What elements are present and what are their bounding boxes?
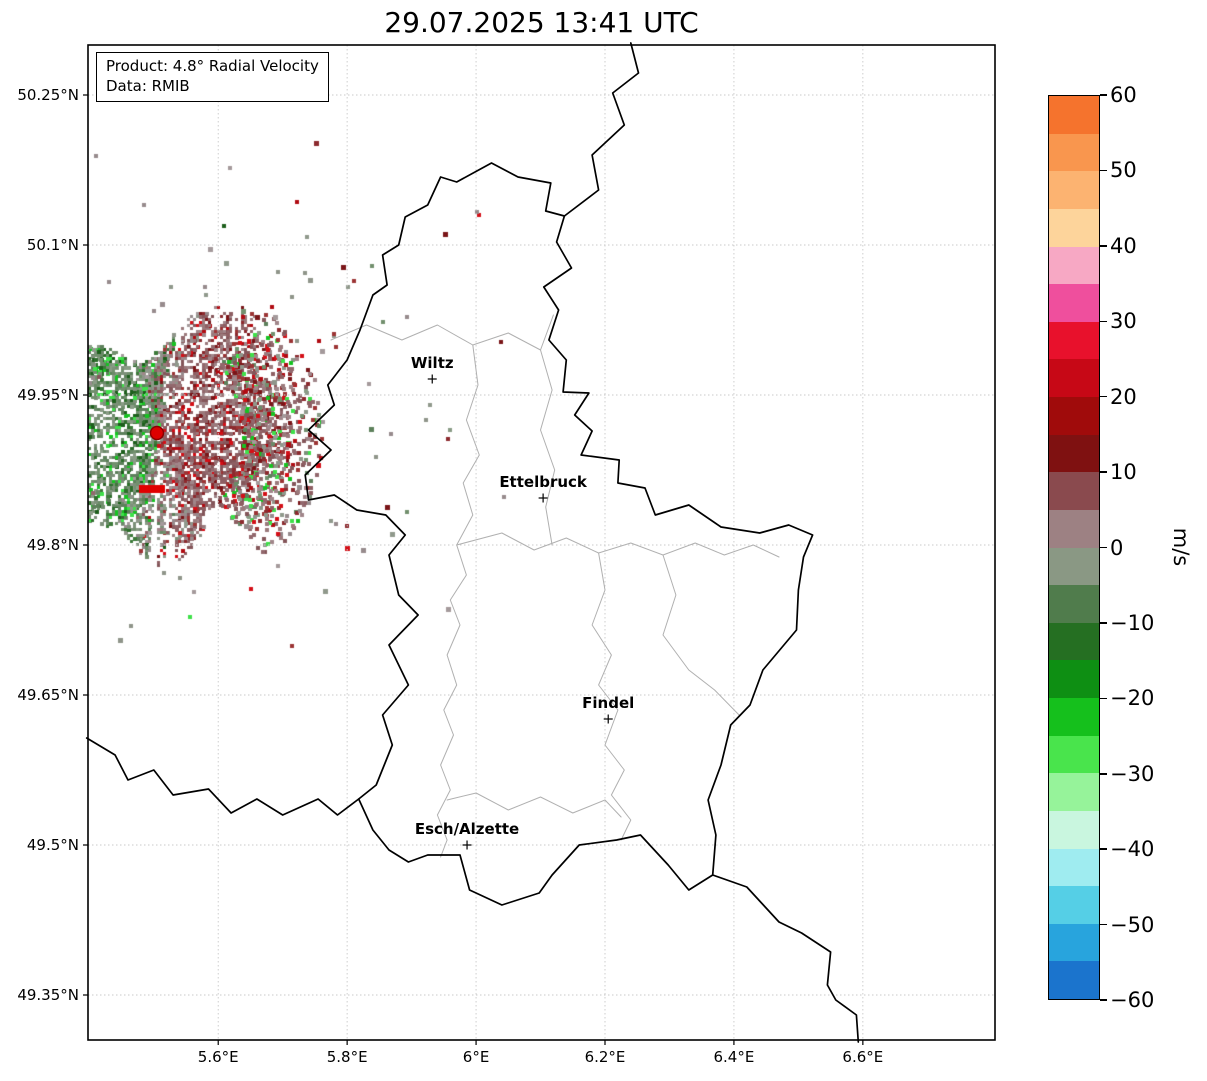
colorbar-band [1049,886,1099,924]
product-line: Product: 4.8° Radial Velocity [106,57,319,75]
colorbar-band [1049,923,1099,962]
y-tick-label: 49.65°N [17,686,79,704]
colorbar-band [1049,397,1099,435]
colorbar-tick-mark [1100,848,1107,850]
colorbar-band [1049,208,1099,247]
colorbar-band [1049,735,1099,774]
district-border [330,314,554,351]
colorbar [1048,95,1100,1000]
colorbar-band [1049,622,1099,661]
district-border [591,552,632,841]
colorbar-tick-label: −20 [1110,686,1155,711]
colorbar-band [1049,698,1099,736]
figure-title: 29.07.2025 13:41 UTC [384,6,699,39]
district-border [436,344,480,858]
colorbar-tick-mark [1100,923,1107,926]
y-tick-label: 49.5°N [26,836,79,854]
colorbar-band [1049,171,1099,209]
country-border-france-germany [711,874,860,1043]
colorbar-band [1049,321,1099,360]
colorbar-tick-mark [1100,169,1107,172]
y-tick-label: 50.1°N [26,236,79,254]
city-label: Ettelbruck [499,473,587,491]
x-tick-label: 6.2°E [584,1048,626,1066]
colorbar-tick-mark [1100,697,1107,700]
colorbar-band [1049,133,1099,172]
colorbar-tick-label: 10 [1110,460,1137,485]
colorbar-tick-mark [1100,395,1107,398]
map-plot: Product: 4.8° Radial Velocity Data: RMIB… [17,42,996,1066]
colorbar-tick-label: −10 [1110,610,1155,635]
x-tick-label: 6.4°E [713,1048,755,1066]
colorbar-tick-mark [1100,546,1107,549]
district-border [456,532,780,558]
district-border [662,554,740,716]
colorbar-tick-mark [1100,773,1107,775]
y-tick-label: 49.35°N [17,986,79,1004]
x-tick-label: 5.8°E [326,1048,368,1066]
x-tick-label: 6°E [462,1048,490,1066]
colorbar-tick-label: −40 [1110,837,1155,862]
colorbar-tick-label: −30 [1110,761,1155,786]
y-tick-label: 50.25°N [17,86,79,104]
district-border [540,349,556,546]
country-border-belgium-germany [563,42,640,217]
colorbar-tick-label: 20 [1110,384,1137,409]
colorbar-band [1049,96,1099,134]
map-borders-svg [83,42,996,1045]
colorbar-band [1049,660,1099,698]
city-label: Findel [582,694,635,712]
colorbar-band [1049,359,1099,397]
colorbar-tick-label: 50 [1110,158,1137,183]
radar-site-marker [149,425,165,441]
colorbar-tick-mark [1100,320,1107,322]
colorbar-tick-mark [1100,622,1107,624]
city-label: Esch/Alzette [414,820,520,838]
district-border [446,792,622,818]
radar-velocity-canvas [88,45,995,1040]
y-tick-label: 49.95°N [17,386,79,404]
colorbar-tick-mark [1100,245,1107,247]
colorbar-band [1049,547,1099,586]
data-source-line: Data: RMIB [106,77,190,96]
colorbar-band [1049,585,1099,623]
colorbar-band [1049,434,1099,473]
colorbar-band [1049,961,1099,999]
product-info-box: Product: 4.8° Radial Velocity Data: RMIB [96,52,329,102]
country-border-france-belgium [85,737,360,816]
colorbar-tick-mark [1100,471,1107,473]
colorbar-tick-label: −50 [1110,912,1155,937]
colorbar-band [1049,810,1099,849]
city-label: Wiltz [410,354,454,372]
colorbar-tick-label: 40 [1110,233,1137,258]
plot-frame [87,44,996,1041]
colorbar-tick-label: 30 [1110,309,1137,334]
colorbar-band [1049,284,1099,322]
colorbar-band [1049,472,1099,510]
colorbar-unit-label: m/s [1169,527,1193,567]
colorbar-band [1049,848,1099,887]
y-tick-label: 49.8°N [26,536,79,554]
x-tick-label: 5.6°E [197,1048,239,1066]
colorbar-band [1049,509,1099,548]
colorbar-tick-label: −60 [1110,988,1155,1012]
colorbar-band [1049,246,1099,285]
colorbar-band [1049,773,1099,811]
x-tick-label: 6.6°E [842,1048,884,1066]
country-border-luxembourg [304,162,814,906]
colorbar-tick-mark [1100,999,1107,1001]
colorbar-tick-mark [1100,94,1107,96]
colorbar-tick-label: 0 [1110,535,1124,560]
colorbar-tick-label: 60 [1110,83,1137,107]
